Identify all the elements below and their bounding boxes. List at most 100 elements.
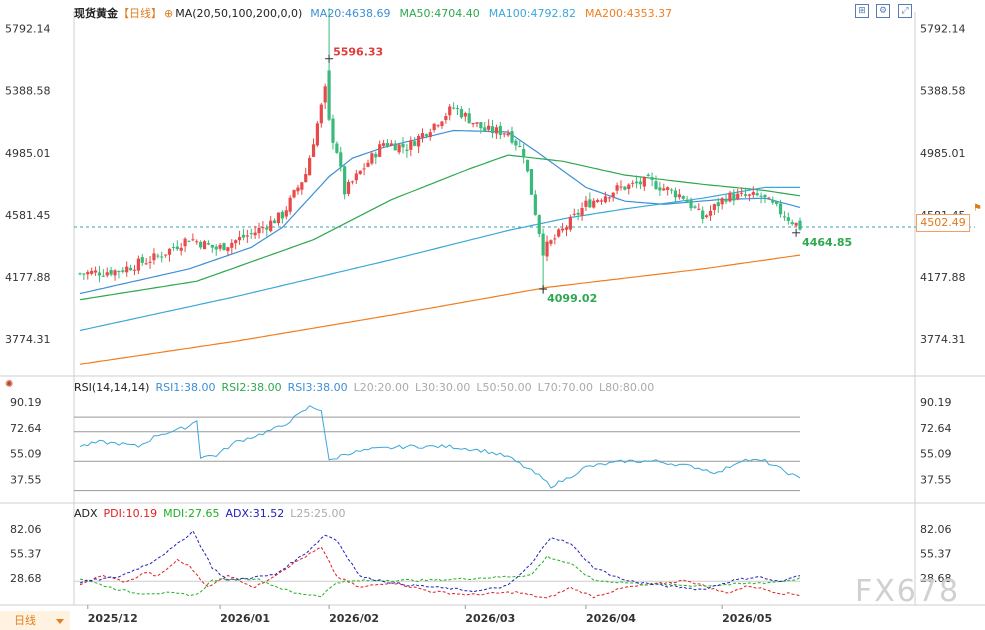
candle-body (381, 143, 386, 146)
candle-body (623, 186, 627, 190)
y-tick-label-left: 4581.45 (5, 209, 51, 222)
candle-body (109, 270, 113, 275)
expand-icon[interactable]: ⤢ (898, 4, 912, 18)
grid-icon[interactable]: ⊞ (855, 4, 869, 18)
period-select-button[interactable]: 日线 (0, 611, 70, 630)
rsi2-value: RSI2:38.00 (221, 381, 282, 394)
candlestick-series (78, 8, 802, 295)
candle-body (607, 197, 611, 199)
candle-body (288, 197, 292, 212)
candle-body (82, 273, 86, 275)
candle-body (424, 134, 428, 136)
candle-body (156, 255, 160, 257)
candle-body (545, 241, 549, 257)
ma200-value: MA200:4353.37 (584, 7, 673, 20)
adx-title: ADX (74, 507, 98, 520)
candle-body (389, 143, 393, 146)
ma100-value: MA100:4792.82 (488, 7, 576, 20)
candle-body (459, 109, 464, 118)
price-annotations: 5596.33 4099.02 4464.85 (325, 46, 852, 305)
candle-body (370, 153, 374, 164)
candle-body (452, 107, 456, 109)
candle-body (175, 246, 179, 250)
mdi-value: MDI:27.65 (163, 507, 220, 520)
candle-body (440, 121, 444, 127)
candle-body (428, 132, 432, 138)
candle-body (778, 203, 783, 215)
candle-body (708, 210, 713, 216)
rsi-header: RSI(14,14,14) RSI1:38.00 RSI2:38.00 RSI3:38… (74, 381, 660, 394)
candle-body (117, 270, 121, 273)
settings-icon[interactable]: ⚙ (876, 4, 890, 18)
candle-body (522, 148, 526, 158)
ma-line-ma200 (79, 254, 801, 365)
candle-body (786, 217, 790, 221)
candle-body (346, 182, 351, 194)
candle-body (152, 253, 156, 261)
candle-body (432, 123, 436, 131)
ma20-value: MA20:4638.69 (310, 7, 391, 20)
y-tick-label-right: 37.55 (920, 474, 952, 487)
candle-body (354, 173, 358, 181)
candle-body (596, 200, 600, 202)
candle-body (214, 246, 218, 250)
candle-body (697, 208, 701, 210)
candle-body (311, 144, 316, 157)
annotation-label: 4464.85 (802, 236, 852, 249)
candle-body (584, 200, 588, 207)
adx-level-25: L25:25.00 (290, 507, 346, 520)
last-price-tag: 4502.49 (916, 214, 970, 232)
candle-body (553, 238, 557, 240)
pdi-value: PDI:10.19 (103, 507, 158, 520)
plus-circle-icon[interactable]: ⊕ (164, 7, 174, 20)
candle-body (560, 228, 565, 231)
rsi-level-20: L20:20.00 (353, 381, 409, 394)
candle-body (759, 195, 763, 197)
candle-body (642, 177, 646, 187)
candle-body (525, 159, 530, 172)
candle-body (265, 227, 269, 230)
candle-body (296, 187, 300, 192)
candle-body (689, 199, 693, 209)
candle-body (615, 185, 619, 191)
axis-labels: 5792.14 5792.14 5388.58 5388.58 4985.01 4985.… (5, 23, 966, 625)
candle-body (101, 275, 105, 277)
candle-body (650, 177, 654, 180)
candle-body (136, 258, 140, 271)
candle-body (720, 198, 724, 205)
watermark-logo: FX678 (855, 574, 961, 609)
adx-value: ADX:31.52 (225, 507, 285, 520)
y-tick-label-left: 3774.31 (5, 333, 51, 346)
candle-body (249, 233, 253, 235)
candle-body (436, 125, 440, 127)
candle-body (736, 193, 740, 200)
x-tick-label: 2026/03 (465, 612, 515, 625)
indicator-settings-icon[interactable]: ✺ (5, 379, 14, 390)
candle-body (599, 200, 604, 202)
y-tick-label-right: 5792.14 (920, 23, 966, 36)
x-tick-label: 2026/02 (329, 612, 379, 625)
candle-body (284, 210, 288, 217)
candle-body (782, 216, 787, 218)
candle-body (455, 108, 460, 110)
candle-body (740, 192, 744, 194)
candle-body (712, 204, 716, 210)
candle-body (673, 190, 678, 198)
series-line-adx (79, 530, 801, 593)
candle-body (385, 143, 390, 147)
candle-body (144, 263, 148, 265)
candle-body (183, 238, 187, 247)
candle-body (416, 135, 421, 147)
x-tick-label: 2025/12 (88, 612, 138, 625)
candle-body (378, 144, 382, 157)
candle-body (669, 189, 674, 191)
y-tick-label-right: 28.68 (920, 572, 952, 585)
candle-body (619, 186, 623, 188)
candle-body (413, 141, 417, 146)
candle-body (257, 227, 261, 234)
candle-body (549, 240, 553, 244)
y-tick-label-right: 72.64 (920, 422, 952, 435)
candle-body (97, 272, 102, 276)
candle-body (658, 187, 662, 191)
